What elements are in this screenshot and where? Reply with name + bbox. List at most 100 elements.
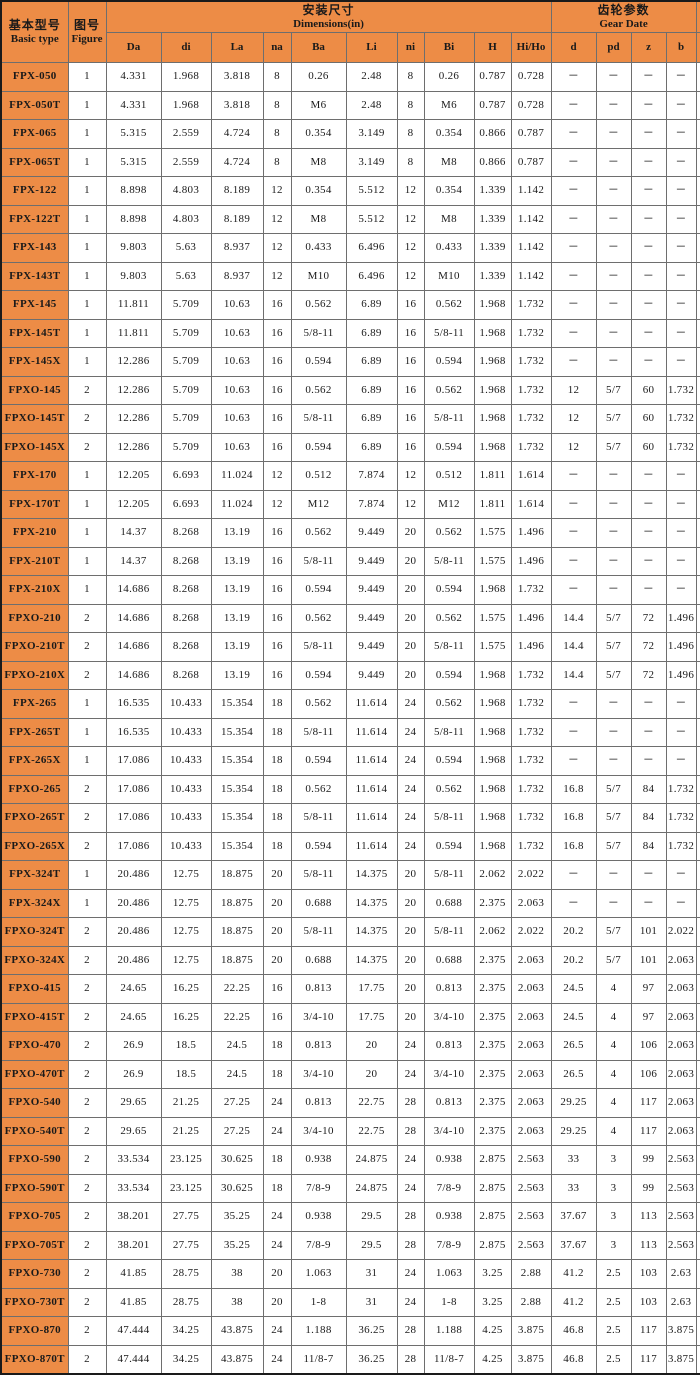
header-col-d: d [550,32,597,63]
cell-d: 16.8 [550,803,597,833]
cell-H: 2.875 [473,1145,512,1175]
cell-La: 22.25 [210,974,264,1004]
cell-pd: 2.5 [595,1344,632,1375]
cell-Li: 6.89 [345,290,398,320]
header-col-H: H [473,32,512,63]
cell-kaydon: MTO-122 [695,176,700,206]
cell-Da: 12.286 [105,432,162,462]
cell-d: 46.8 [550,1344,597,1375]
cell-na: 18 [262,717,292,747]
cell-b: 1.496 [665,632,697,662]
cell-z: － [630,261,667,291]
cell-Ba: 5/8-11 [290,404,347,434]
cell-b: － [665,689,697,719]
cell-d: 12 [550,375,597,405]
table-row: FPX-324T 1 20.486 12.75 18.875 20 5/8-11 14.375… [0,860,700,890]
header-dimensions-group: 安装尺寸 Dimensions(in) [105,0,552,33]
header-gear-cn: 齿轮参数 [597,2,650,17]
cell-b: － [665,717,697,747]
cell-La: 15.354 [210,803,264,833]
cell-d: 16.8 [550,831,597,861]
cell-La: 13.19 [210,660,264,690]
cell-Da: 24.65 [105,974,162,1004]
cell-figure: 2 [67,660,107,690]
cell-pd: 5/7 [595,632,632,662]
cell-basic_type: FPXO-265T [0,803,69,833]
cell-basic_type: FPXO-705T [0,1230,69,1260]
cell-Ba: M12 [290,489,347,519]
cell-Hi_Ho: 1.732 [510,375,552,405]
cell-H: 1.968 [473,660,512,690]
cell-ni: 28 [396,1230,425,1260]
cell-Bi: 0.813 [423,1031,475,1061]
cell-Hi_Ho: 2.563 [510,1230,552,1260]
cell-kaydon: MTE-265X [695,831,700,861]
cell-basic_type: FPX-065T [0,147,69,177]
cell-kaydon: MTO-145T [695,318,700,348]
cell-Ba: 0.594 [290,347,347,377]
cell-Bi: 5/8-11 [423,632,475,662]
cell-Hi_Ho: 2.063 [510,1002,552,1032]
cell-pd: － [595,518,632,548]
table-row: FPXO-265 2 17.086 10.433 15.354 18 0.562 11.614… [0,774,700,804]
cell-b: 3.875 [665,1344,697,1375]
cell-b: － [665,347,697,377]
cell-figure: 2 [67,432,107,462]
cell-na: 16 [262,632,292,662]
cell-Hi_Ho: 1.732 [510,717,552,747]
cell-Da: 5.315 [105,147,162,177]
table-row: FPX-324X 1 20.486 12.75 18.875 20 0.688 14.375 2… [0,888,700,918]
cell-kaydon: MTE-415T [695,1002,700,1032]
table-body: FPX-050 1 4.331 1.968 3.818 8 0.26 2.48 8 0.26 0.7… [0,62,700,1375]
table-row: FPXO-210 2 14.686 8.268 13.19 16 0.562 9.449 20 0… [0,603,700,633]
cell-Hi_Ho: 2.022 [510,860,552,890]
cell-Li: 11.614 [345,746,398,776]
cell-pd: 5/7 [595,803,632,833]
cell-Ba: 0.354 [290,119,347,149]
table-row: FPX-065 1 5.315 2.559 4.724 8 0.354 3.149 8 0.354… [0,119,700,149]
cell-b: 1.496 [665,603,697,633]
cell-Hi_Ho: 2.563 [510,1173,552,1203]
cell-Bi: 0.562 [423,518,475,548]
table-row: FPX-143 1 9.803 5.63 8.937 12 0.433 6.496 12 0.43… [0,233,700,263]
cell-Da: 12.286 [105,375,162,405]
cell-basic_type: FPXO-870 [0,1316,69,1346]
cell-Li: 22.75 [345,1116,398,1146]
cell-H: 1.968 [473,318,512,348]
cell-kaydon: MTE-590 [695,1145,700,1175]
cell-di: 16.25 [160,974,212,1004]
cell-basic_type: FPXO-415 [0,974,69,1004]
cell-kaydon: MTE-265 [695,774,700,804]
cell-d: － [550,461,597,491]
cell-Bi: 7/8-9 [423,1173,475,1203]
table-row: FPXO-540 2 29.65 21.25 27.25 24 0.813 22.75 28 0.… [0,1088,700,1118]
cell-Hi_Ho: 2.063 [510,1031,552,1061]
cell-d: － [550,204,597,234]
cell-La: 30.625 [210,1173,264,1203]
cell-figure: 2 [67,603,107,633]
cell-ni: 24 [396,1059,425,1089]
cell-na: 16 [262,404,292,434]
cell-kaydon: MTO-050 [695,62,700,92]
cell-z: 97 [630,974,667,1004]
cell-Li: 2.48 [345,90,398,120]
cell-Da: 11.811 [105,318,162,348]
cell-basic_type: FPXO-145 [0,375,69,405]
cell-Hi_Ho: 1.732 [510,347,552,377]
cell-d: － [550,347,597,377]
cell-basic_type: FPX-265 [0,689,69,719]
cell-Ba: 0.594 [290,831,347,861]
cell-Da: 17.086 [105,831,162,861]
cell-ni: 20 [396,917,425,947]
cell-Da: 14.686 [105,575,162,605]
cell-Da: 12.205 [105,461,162,491]
cell-kaydon: MTO-324T [695,860,700,890]
cell-Ba: 0.562 [290,518,347,548]
cell-H: 1.968 [473,717,512,747]
cell-figure: 2 [67,1259,107,1289]
cell-ni: 16 [396,290,425,320]
cell-z: － [630,318,667,348]
cell-basic_type: FPXO-730 [0,1259,69,1289]
cell-basic_type: FPXO-265X [0,831,69,861]
